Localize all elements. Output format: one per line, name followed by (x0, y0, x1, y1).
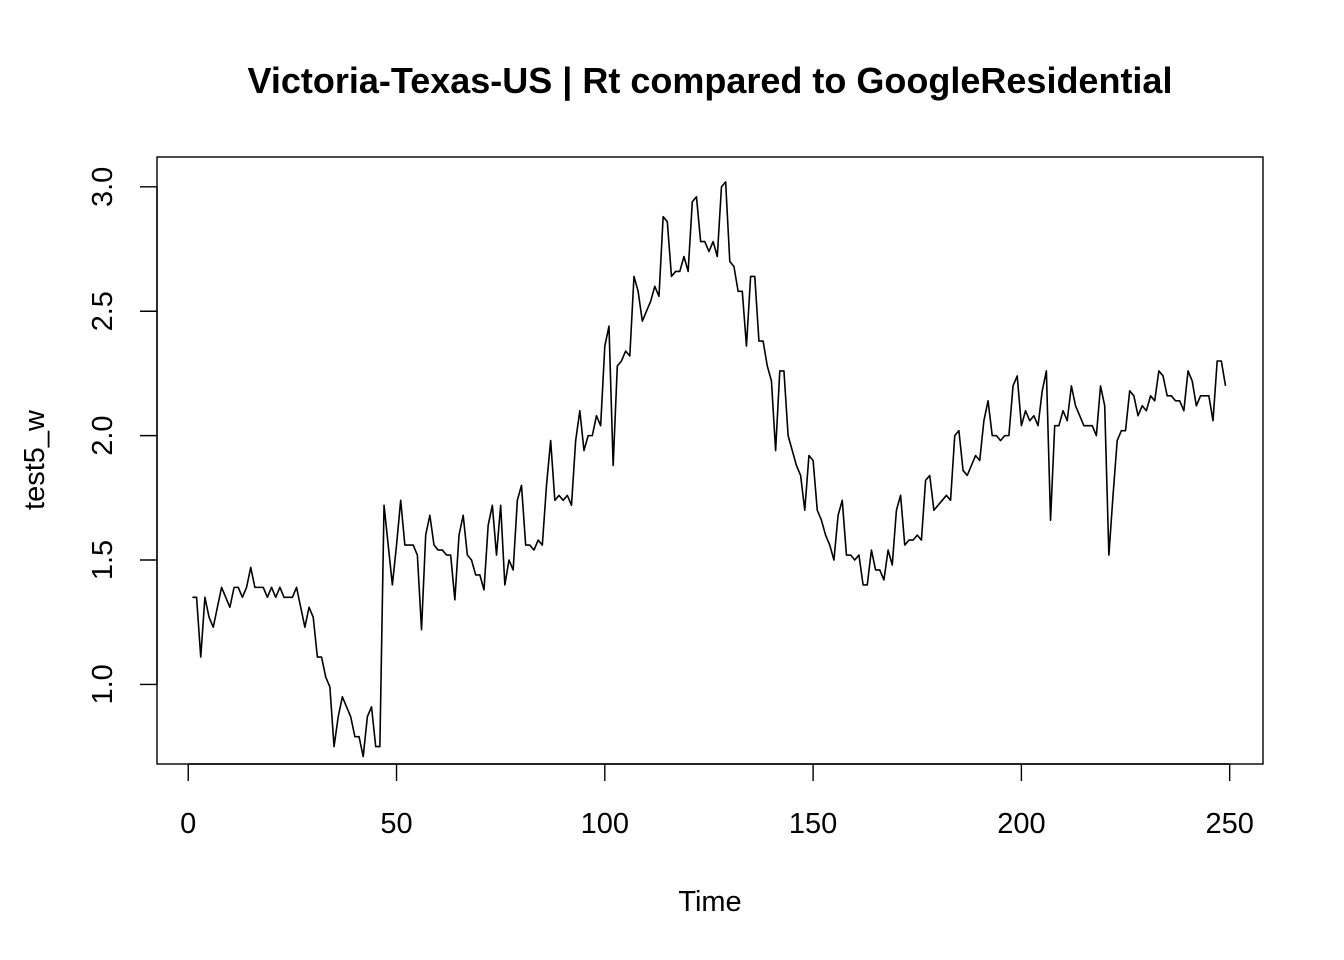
series-group (192, 181, 1227, 758)
y-tick-label: 2.0 (87, 415, 119, 455)
series-line (192, 181, 1227, 758)
x-tick-label: 100 (581, 808, 629, 840)
y-tick-label: 2.5 (87, 291, 119, 331)
x-axis-title: Time (678, 886, 741, 918)
x-tick-label: 250 (1205, 808, 1253, 840)
y-tick-label: 3.0 (87, 167, 119, 207)
y-axis: 1.0 1.5 2.0 2.5 3.0 (87, 167, 158, 705)
y-tick-label: 1.5 (87, 540, 119, 580)
x-tick-label: 200 (997, 808, 1045, 840)
x-tick-label: 0 (180, 808, 196, 840)
x-tick-label: 150 (789, 808, 837, 840)
x-tick-label: 50 (380, 808, 412, 840)
chart-title: Victoria-Texas-US | Rt compared to Googl… (248, 60, 1173, 102)
x-axis: 0 50 100 150 200 250 (180, 763, 1254, 840)
y-axis-title: test5_w (19, 409, 51, 510)
y-tick-label: 1.0 (87, 664, 119, 704)
